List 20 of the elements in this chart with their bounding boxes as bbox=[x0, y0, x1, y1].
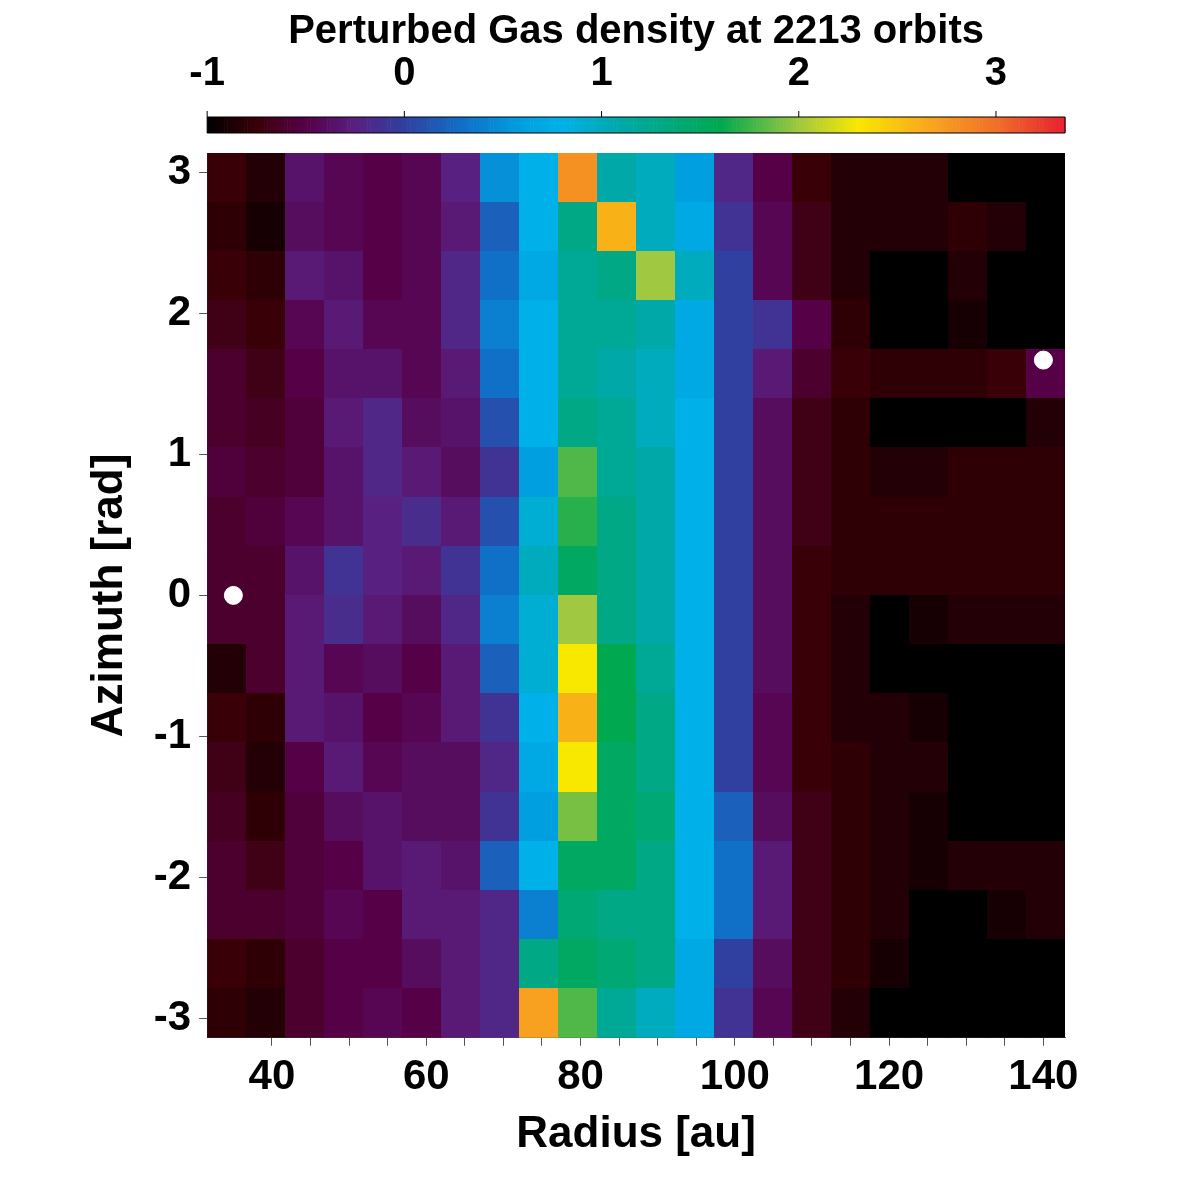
y-tick-label: -1 bbox=[153, 709, 192, 757]
y-axis-title: Azimuth [rad] bbox=[81, 453, 131, 738]
x-axis-title: Radius [au] bbox=[516, 1106, 756, 1156]
x-tick-label: 100 bbox=[699, 1050, 770, 1098]
color-bar-label: 1 bbox=[590, 49, 613, 93]
y-tick-label: 2 bbox=[167, 287, 192, 335]
color-bar-label: 2 bbox=[787, 49, 810, 93]
color-bar-title: Perturbed Gas density at 2213 orbits bbox=[288, 7, 984, 51]
y-tick-label: 0 bbox=[167, 568, 192, 616]
y-tick-label: 1 bbox=[167, 428, 192, 476]
color-bar-label: 0 bbox=[393, 49, 416, 93]
x-tick-label: 40 bbox=[248, 1050, 296, 1098]
x-tick-label: 120 bbox=[854, 1050, 925, 1098]
color-bar-label: 3 bbox=[984, 49, 1008, 93]
x-tick-label: 80 bbox=[557, 1050, 604, 1098]
x-tick-label: 60 bbox=[402, 1050, 450, 1098]
x-tick-label: 140 bbox=[1008, 1050, 1079, 1098]
y-tick-label: -2 bbox=[153, 850, 192, 898]
y-tick-label: 3 bbox=[167, 146, 192, 194]
y-tick-label: -3 bbox=[153, 991, 192, 1039]
